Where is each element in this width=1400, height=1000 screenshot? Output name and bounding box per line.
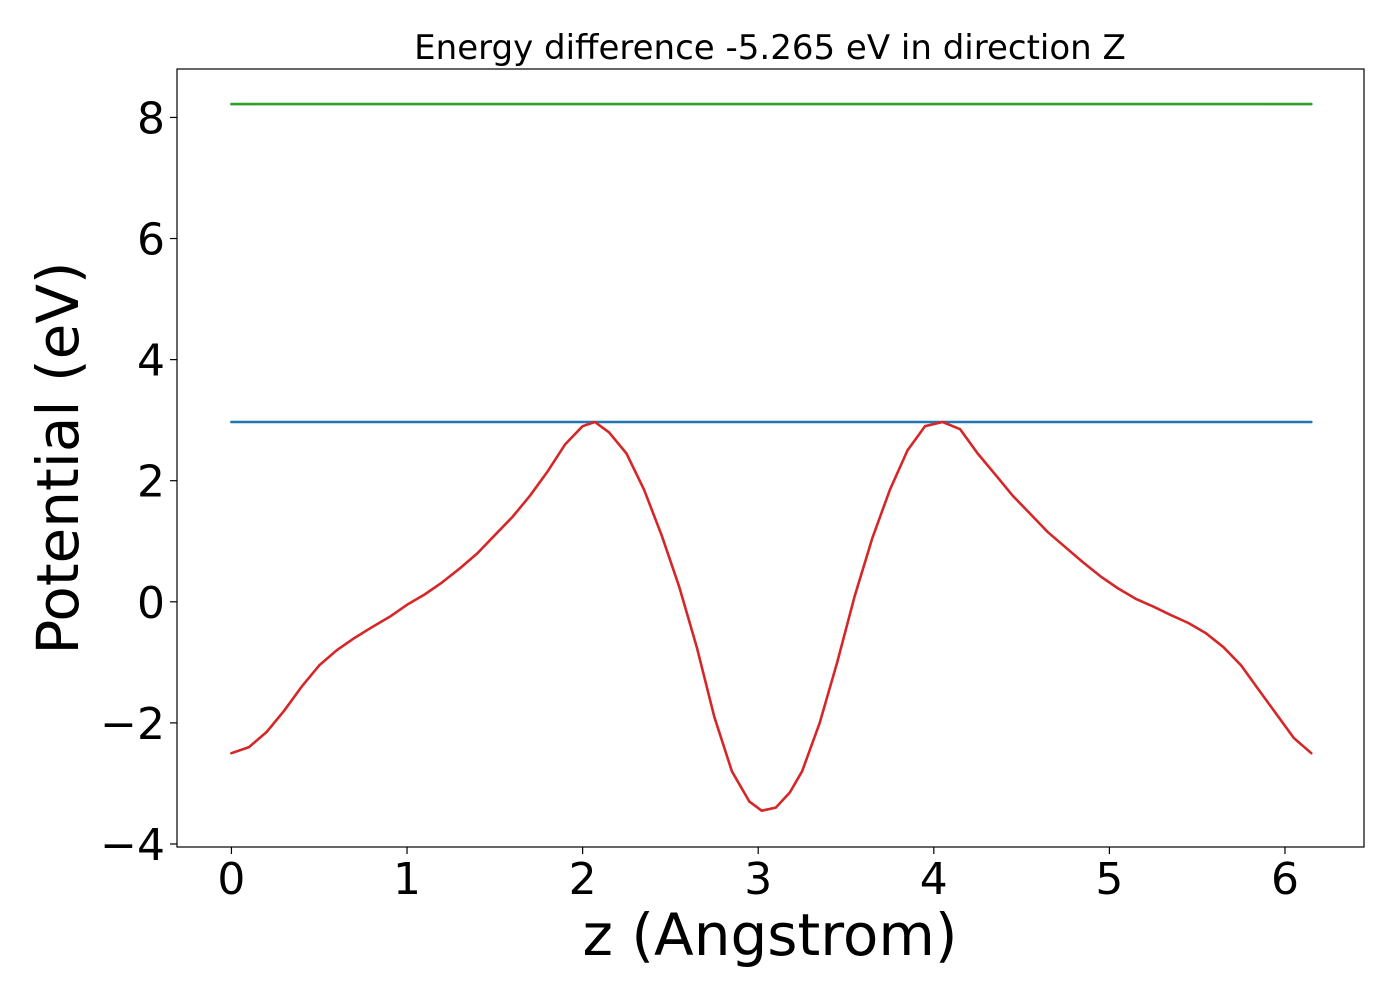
y-tick-label: −4 [100, 820, 165, 871]
x-axis-label: z (Angstrom) [583, 901, 958, 969]
y-tick-label: −2 [100, 699, 165, 750]
y-axis-label: Potential (eV) [24, 261, 92, 654]
y-tick-label: 4 [137, 336, 165, 387]
y-tick-label: 8 [137, 93, 165, 144]
y-tick-label: 6 [137, 215, 165, 266]
y-tick-label: 2 [137, 457, 165, 508]
plot-area-frame [176, 68, 1365, 848]
series-layer [230, 102, 1313, 813]
y-axis-ticks: −4 −2 0 2 4 6 8 [100, 93, 177, 871]
x-tick-label: 0 [217, 854, 245, 905]
x-tick-label: 1 [393, 854, 421, 905]
x-axis-ticks: 0 1 2 3 4 5 6 [217, 847, 1299, 905]
series-line-3 [230, 420, 1313, 813]
chart-title: Energy difference -5.265 eV in direction… [414, 28, 1126, 68]
x-tick-label: 3 [744, 854, 772, 905]
x-tick-label: 2 [569, 854, 597, 905]
x-tick-label: 4 [920, 854, 948, 905]
x-tick-label: 6 [1271, 854, 1299, 905]
x-tick-label: 5 [1095, 854, 1123, 905]
y-tick-label: 0 [137, 578, 165, 629]
